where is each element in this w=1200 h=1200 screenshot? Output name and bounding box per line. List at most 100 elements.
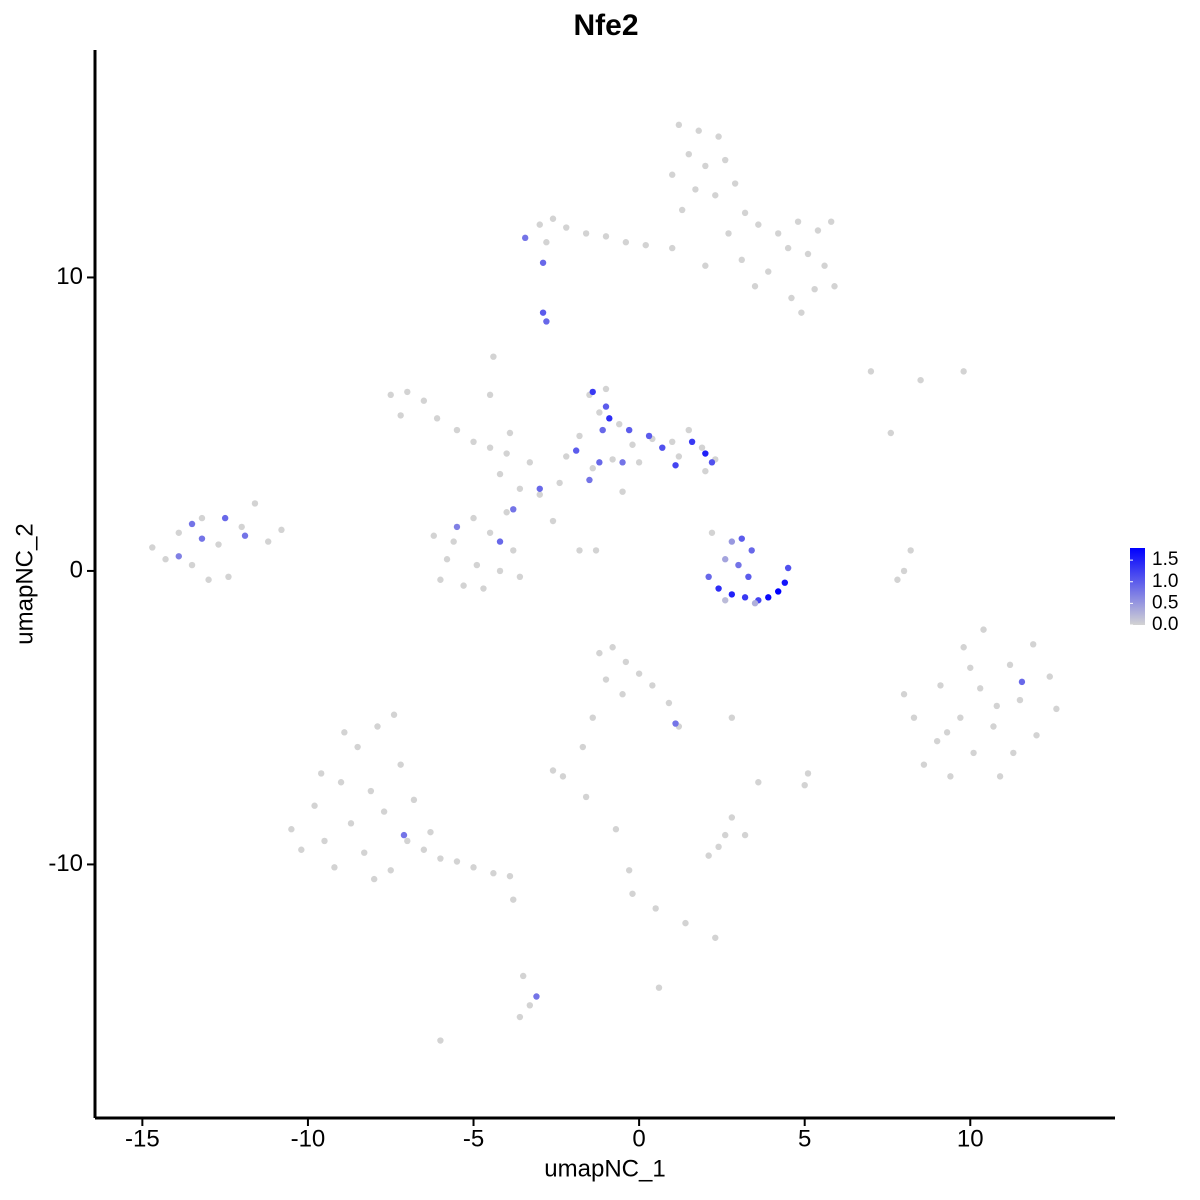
cell-point bbox=[619, 459, 626, 466]
cell-point bbox=[728, 538, 736, 545]
cell-point bbox=[625, 867, 633, 874]
cell-point bbox=[496, 538, 504, 545]
cell-point bbox=[298, 846, 305, 853]
cell-point bbox=[705, 573, 712, 581]
x-tick-label: -15 bbox=[125, 1125, 160, 1152]
y-tick-label: 0 bbox=[70, 556, 83, 583]
cell-point bbox=[702, 162, 709, 170]
cell-point bbox=[1033, 732, 1040, 739]
cell-point bbox=[526, 1002, 534, 1009]
cell-point bbox=[712, 934, 719, 941]
cell-point bbox=[374, 723, 381, 730]
cell-point bbox=[642, 241, 649, 249]
cell-point bbox=[354, 743, 361, 751]
cell-point bbox=[430, 532, 437, 539]
cell-point bbox=[1046, 673, 1053, 680]
cell-point bbox=[735, 561, 742, 569]
cell-point bbox=[188, 561, 196, 569]
cell-point bbox=[738, 256, 745, 264]
cell-point bbox=[1030, 641, 1037, 648]
cell-point bbox=[702, 450, 709, 457]
cell-point bbox=[967, 664, 974, 671]
cell-point bbox=[599, 426, 606, 434]
cell-point bbox=[410, 796, 418, 804]
cell-point bbox=[380, 808, 388, 815]
cell-point bbox=[831, 283, 838, 290]
cell-point bbox=[503, 509, 510, 516]
cell-point bbox=[1018, 678, 1026, 686]
cell-point bbox=[420, 397, 428, 404]
cell-point bbox=[549, 215, 557, 222]
x-tick-label: 0 bbox=[632, 1125, 645, 1152]
cell-point bbox=[317, 770, 325, 777]
cell-point bbox=[241, 532, 249, 539]
cell-point bbox=[722, 831, 729, 839]
cell-point bbox=[635, 670, 643, 677]
cell-point bbox=[579, 743, 587, 751]
x-tick-label: -10 bbox=[291, 1125, 326, 1152]
cell-point bbox=[559, 773, 567, 780]
cell-point bbox=[480, 585, 487, 592]
cell-point bbox=[751, 283, 759, 290]
chart-title: Nfe2 bbox=[573, 9, 638, 42]
cell-point bbox=[596, 459, 603, 466]
cell-point bbox=[960, 644, 967, 651]
cell-point bbox=[741, 209, 749, 217]
cell-point bbox=[589, 465, 596, 472]
cell-point bbox=[602, 385, 610, 393]
cell-point bbox=[722, 156, 729, 164]
cell-point bbox=[970, 749, 977, 757]
cell-point bbox=[347, 820, 355, 827]
cell-point bbox=[672, 462, 679, 469]
cell-point bbox=[804, 250, 812, 258]
cell-point bbox=[616, 420, 623, 428]
cell-point bbox=[582, 230, 590, 237]
cell-point bbox=[814, 227, 822, 234]
cell-point bbox=[765, 594, 772, 601]
cell-point bbox=[629, 890, 636, 897]
cell-point bbox=[543, 318, 550, 325]
cell-point bbox=[215, 541, 222, 548]
cell-point bbox=[543, 239, 550, 246]
cell-point bbox=[427, 828, 434, 836]
cell-point bbox=[665, 699, 673, 707]
cell-point bbox=[592, 547, 600, 554]
y-tick-label: -10 bbox=[48, 850, 83, 877]
cell-point bbox=[453, 426, 461, 434]
cell-point bbox=[675, 121, 683, 129]
cell-point bbox=[947, 773, 954, 780]
cell-point bbox=[321, 837, 328, 845]
cell-point bbox=[669, 244, 676, 252]
cell-point bbox=[659, 444, 666, 451]
cell-point bbox=[801, 781, 808, 789]
colorbar-label: 0.0 bbox=[1152, 614, 1178, 635]
cell-point bbox=[387, 391, 394, 399]
cell-point bbox=[1053, 705, 1060, 713]
cell-point bbox=[728, 714, 736, 721]
cell-point bbox=[907, 547, 914, 554]
cell-point bbox=[698, 444, 706, 451]
cell-point bbox=[705, 852, 712, 859]
cell-point bbox=[867, 368, 875, 375]
cell-point bbox=[629, 441, 636, 448]
cell-point bbox=[957, 714, 964, 721]
cell-point bbox=[470, 438, 477, 446]
cell-point bbox=[894, 576, 901, 583]
cell-point bbox=[450, 538, 457, 545]
cell-point bbox=[437, 1037, 444, 1044]
cell-point bbox=[619, 691, 626, 698]
cell-point bbox=[596, 649, 603, 657]
cell-point bbox=[675, 453, 683, 460]
cell-point bbox=[433, 415, 441, 422]
cell-point bbox=[1006, 661, 1014, 669]
cell-point bbox=[722, 597, 729, 604]
cell-point bbox=[669, 438, 676, 446]
cell-point bbox=[755, 779, 762, 786]
cell-point bbox=[900, 691, 908, 698]
cell-point bbox=[420, 846, 428, 853]
cell-point bbox=[672, 720, 679, 727]
cell-point bbox=[404, 388, 411, 396]
cell-point bbox=[685, 150, 692, 158]
cell-point bbox=[669, 171, 676, 178]
